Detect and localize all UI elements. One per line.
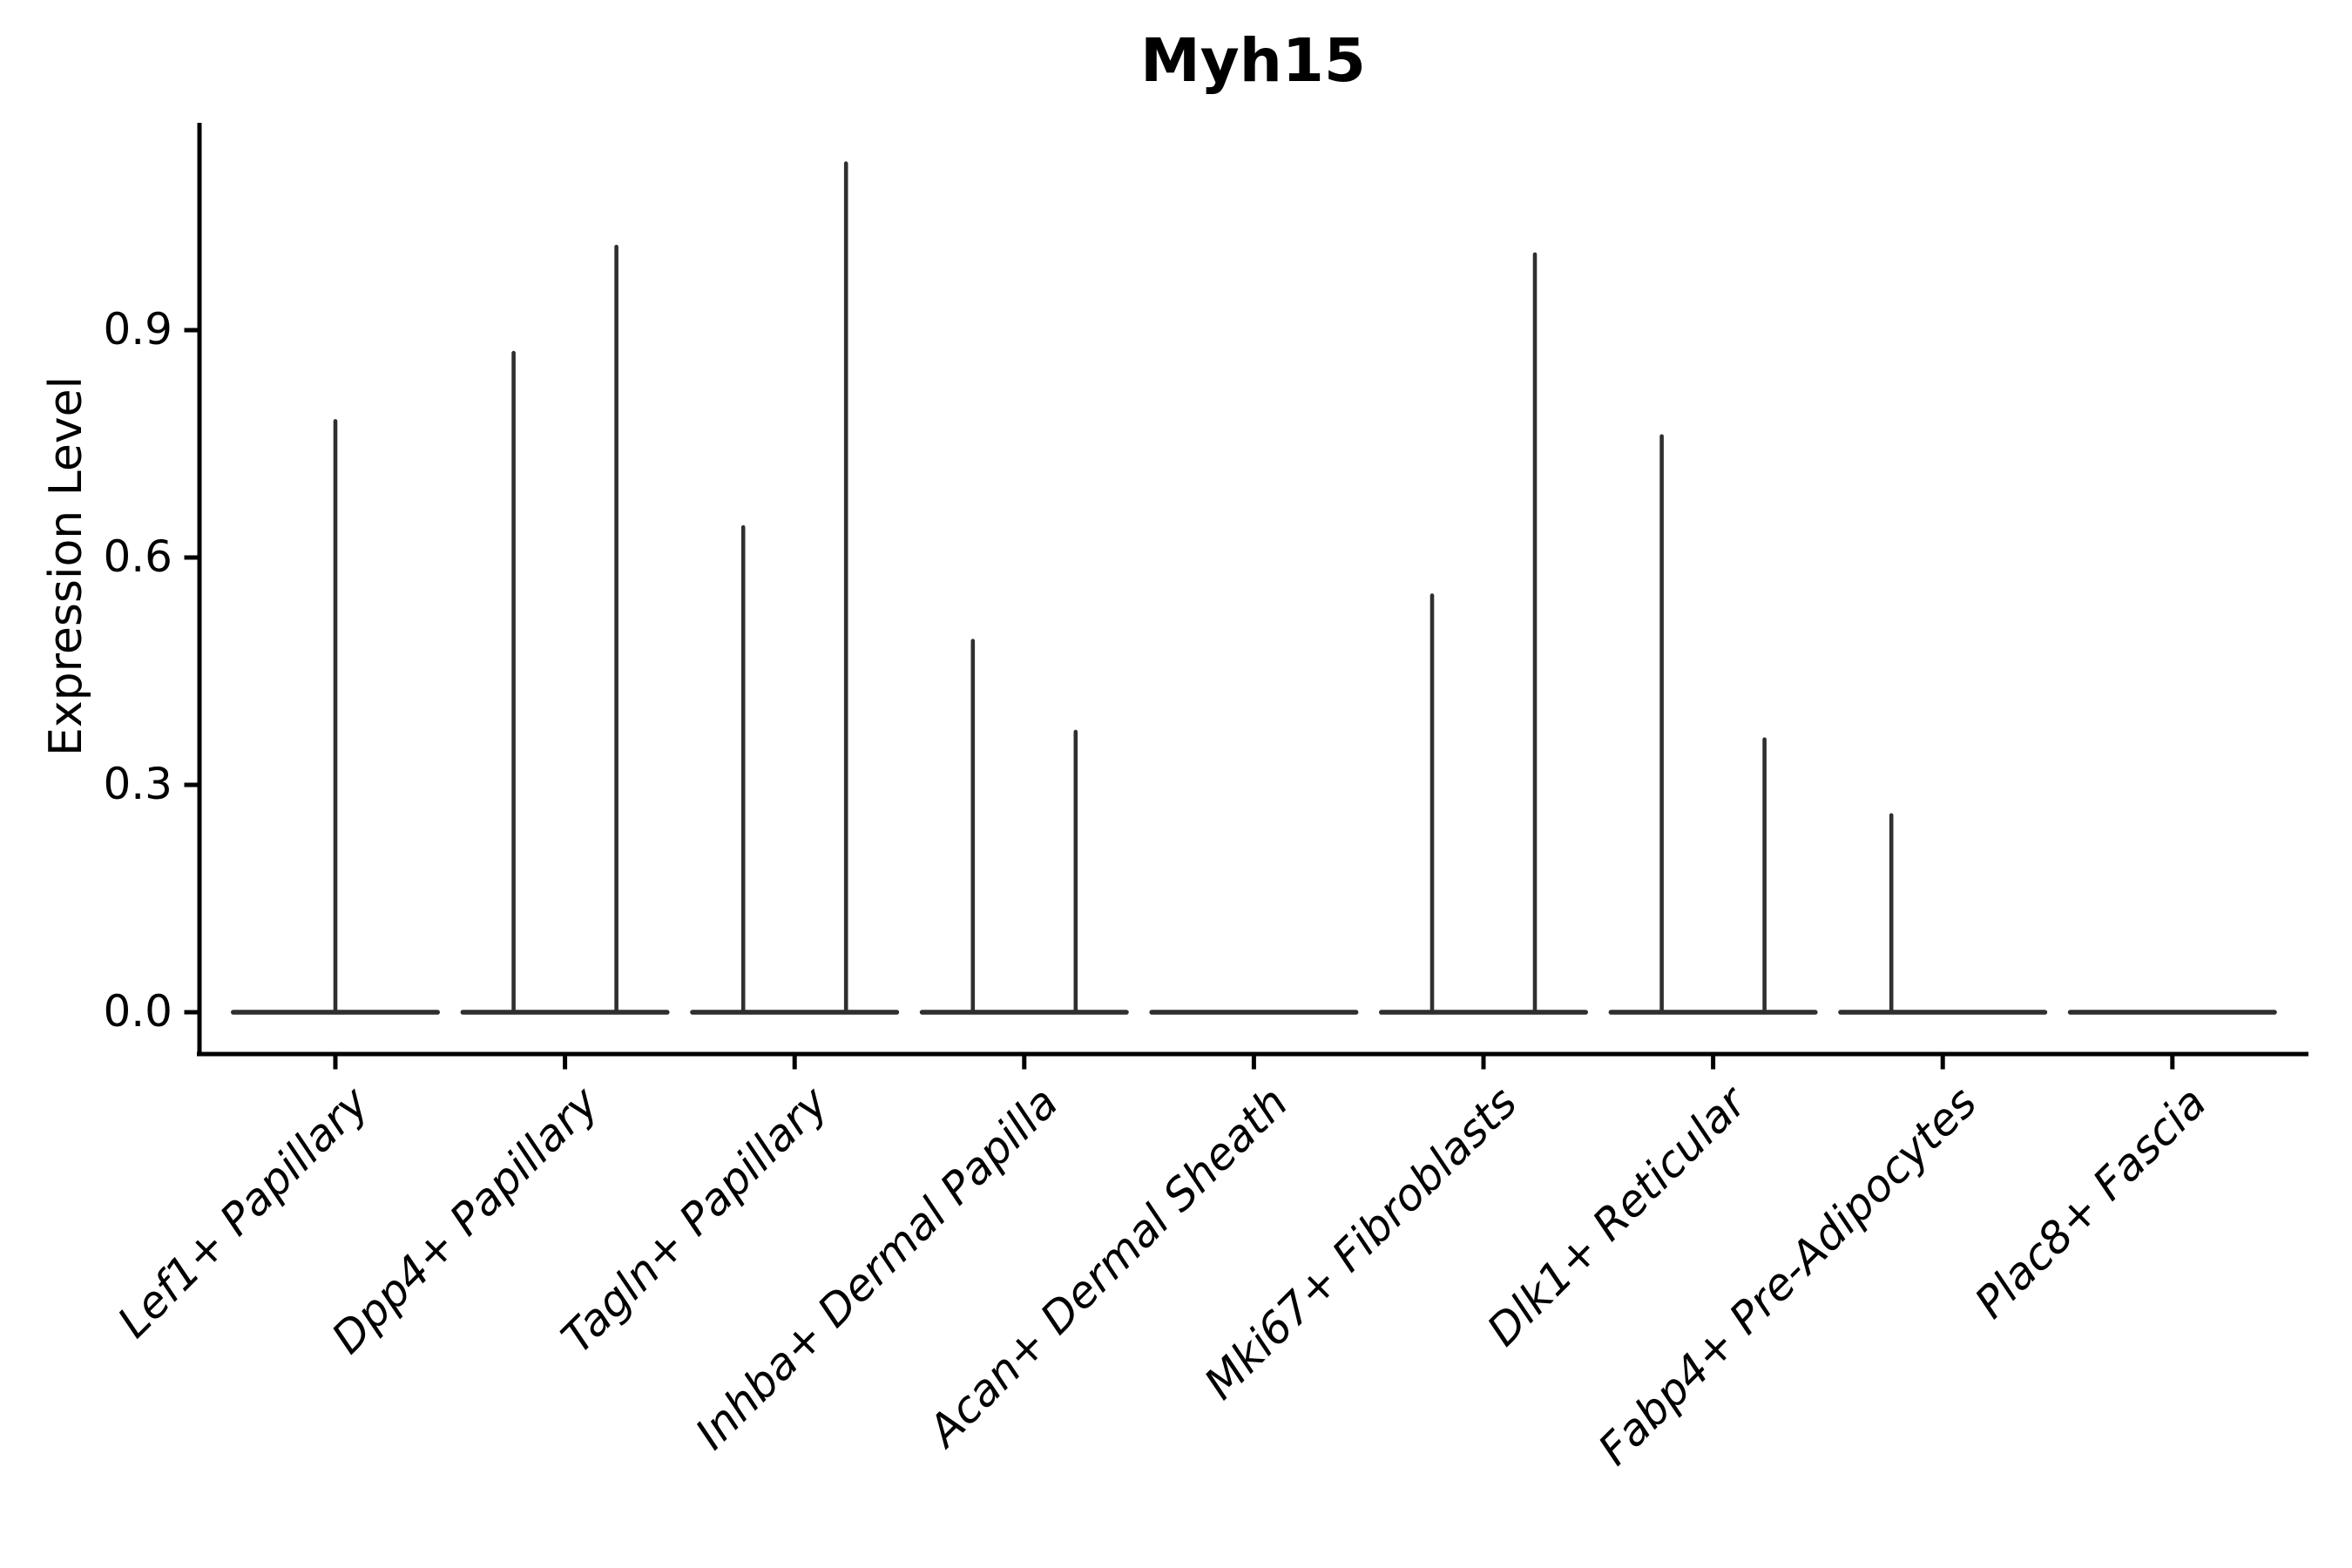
y-tick-label: 0.9 bbox=[103, 304, 172, 355]
violin-baseline bbox=[919, 1010, 1129, 1015]
violin-baseline bbox=[690, 1010, 900, 1015]
chart-title: Myh15 bbox=[1140, 26, 1366, 96]
violin-baseline bbox=[1379, 1010, 1588, 1015]
violin-baseline bbox=[460, 1010, 670, 1015]
y-tick-label: 0.6 bbox=[103, 531, 172, 582]
violin-baseline bbox=[1838, 1010, 2048, 1015]
violin-baseline bbox=[1149, 1010, 1359, 1015]
y-axis-label: Expression Level bbox=[40, 375, 92, 757]
y-tick-label: 0.3 bbox=[103, 759, 172, 809]
violin-baseline bbox=[1608, 1010, 1818, 1015]
y-tick-label: 0.0 bbox=[103, 986, 172, 1037]
violin-baseline bbox=[2067, 1010, 2277, 1015]
